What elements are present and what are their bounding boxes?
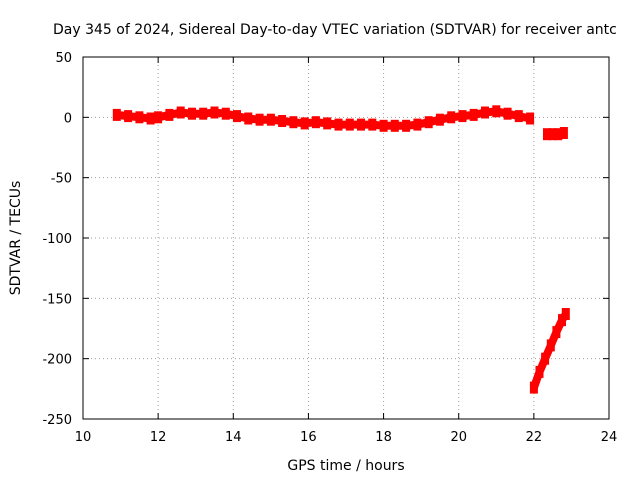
data-point xyxy=(492,105,501,118)
data-point xyxy=(176,106,185,119)
data-point xyxy=(561,308,570,320)
data-point xyxy=(221,107,230,120)
data-point xyxy=(552,326,561,339)
data-point xyxy=(289,116,298,129)
data-point xyxy=(535,365,544,378)
y-tick-label: 0 xyxy=(64,111,72,126)
data-point xyxy=(334,118,343,131)
plot-frame xyxy=(82,56,610,420)
x-tick-label: 22 xyxy=(526,430,543,445)
data-point xyxy=(554,128,563,141)
x-tick-label: 14 xyxy=(225,430,242,445)
data-point xyxy=(154,111,163,124)
data-point xyxy=(188,107,196,120)
x-tick-label: 20 xyxy=(450,430,467,445)
data-point xyxy=(146,112,155,125)
tick-labels: 10 12 14 16 18 20 22 24 50 0 -50 -100 -150 -200 -250 xyxy=(42,51,617,445)
data-point xyxy=(244,112,253,125)
data-point xyxy=(529,381,538,394)
data-point xyxy=(368,118,377,131)
data-point xyxy=(546,339,555,352)
data-point xyxy=(469,108,478,121)
data-point xyxy=(311,116,320,129)
data-point xyxy=(447,111,456,124)
data-point xyxy=(514,110,523,123)
data-point xyxy=(458,110,467,123)
y-tick-label: -100 xyxy=(42,232,72,247)
x-axis-label: GPS time / hours xyxy=(287,458,404,474)
data-point xyxy=(526,112,535,125)
data-point xyxy=(413,118,422,131)
y-tick-label: -50 xyxy=(51,172,72,187)
data-point xyxy=(548,128,557,141)
data-points xyxy=(112,105,570,394)
data-point xyxy=(210,106,219,119)
data-point xyxy=(435,113,444,126)
y-tick-label: 50 xyxy=(55,51,72,66)
x-tick-label: 18 xyxy=(375,430,392,445)
data-point xyxy=(266,113,275,126)
y-tick-label: -250 xyxy=(42,413,72,428)
data-point xyxy=(357,118,365,131)
data-point xyxy=(424,116,433,129)
data-point xyxy=(135,111,144,124)
x-tick-label: 16 xyxy=(300,430,317,445)
x-tick-label: 24 xyxy=(601,430,618,445)
x-tick-label: 10 xyxy=(75,430,92,445)
data-point xyxy=(541,352,550,365)
data-point xyxy=(199,107,208,120)
data-point xyxy=(300,117,309,130)
x-tick-label: 12 xyxy=(150,430,167,445)
y-axis-label: SDTVAR / TECUs xyxy=(8,181,24,296)
data-point xyxy=(558,314,566,327)
y-tick-label: -150 xyxy=(42,292,72,307)
data-point xyxy=(543,128,551,141)
y-tick-label: -200 xyxy=(42,353,72,368)
data-point xyxy=(390,119,399,132)
data-point xyxy=(402,119,411,132)
data-point xyxy=(323,117,332,130)
data-point xyxy=(112,108,121,121)
data-point xyxy=(379,119,388,132)
data-point xyxy=(345,118,354,131)
data-point xyxy=(165,108,174,121)
data-point xyxy=(233,110,241,123)
data-point xyxy=(503,107,512,120)
data-point xyxy=(481,106,489,119)
data-point xyxy=(278,115,287,127)
data-point xyxy=(255,113,264,126)
data-point xyxy=(559,127,568,139)
data-point xyxy=(124,110,133,123)
chart-title: Day 345 of 2024, Sidereal Day-to-day VTE… xyxy=(53,22,617,38)
